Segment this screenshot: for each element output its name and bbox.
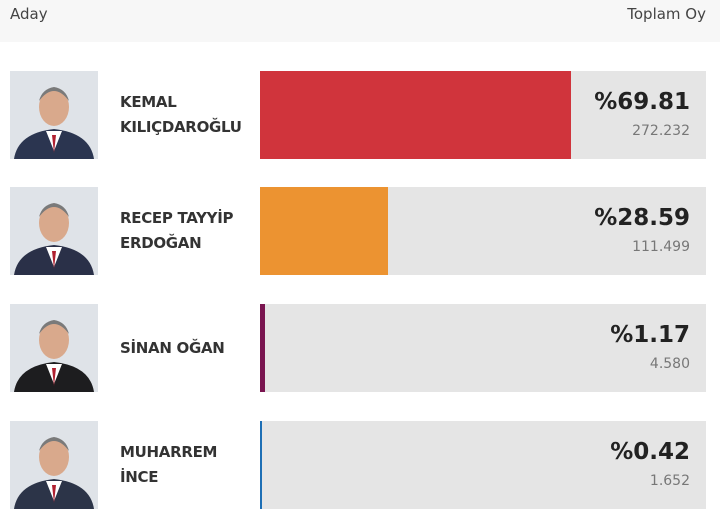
- bar: [260, 71, 572, 159]
- photo-art: [10, 421, 98, 509]
- bar: [260, 187, 388, 275]
- vote-count: 4.580: [649, 356, 690, 372]
- bar: [260, 304, 266, 392]
- candidate-row: SİNAN OĞAN %1.17 4.580: [0, 304, 720, 392]
- candidate-row: RECEP TAYYİP ERDOĞAN %28.59 111.499: [0, 187, 720, 275]
- percent-label: %0.42: [610, 439, 690, 465]
- header: Aday Toplam Oy: [0, 0, 720, 42]
- candidate-row: MUHARREM İNCE %0.42 1.652: [0, 421, 720, 509]
- candidate-name: MUHARREM İNCE: [120, 443, 218, 486]
- vote-count: 1.652: [649, 473, 690, 489]
- header-left: Aday: [10, 5, 48, 23]
- bar-track: %69.81 272.232: [260, 71, 706, 159]
- header-right: Toplam Oy: [627, 5, 706, 23]
- candidate-name: SİNAN OĞAN: [120, 338, 225, 357]
- photo-art: [10, 304, 98, 392]
- candidate-name: KEMAL KILIÇDAROĞLU: [120, 93, 242, 136]
- candidate-photo: [10, 71, 98, 159]
- bar: [260, 421, 262, 509]
- vote-count: 111.499: [632, 239, 690, 255]
- candidate-row: KEMAL KILIÇDAROĞLU %69.81 272.232: [0, 71, 720, 159]
- percent-label: %1.17: [610, 322, 690, 348]
- candidate-photo: [10, 304, 98, 392]
- vote-count: 272.232: [632, 123, 690, 139]
- photo-art: [10, 71, 98, 159]
- bar-track: %28.59 111.499: [260, 187, 706, 275]
- photo-art: [10, 187, 98, 275]
- bar-track: %0.42 1.652: [260, 421, 706, 509]
- candidate-photo: [10, 421, 98, 509]
- candidate-photo: [10, 187, 98, 275]
- candidate-name: RECEP TAYYİP ERDOĞAN: [120, 209, 234, 252]
- bar-track: %1.17 4.580: [260, 304, 706, 392]
- percent-label: %28.59: [594, 205, 690, 231]
- percent-label: %69.81: [594, 89, 690, 115]
